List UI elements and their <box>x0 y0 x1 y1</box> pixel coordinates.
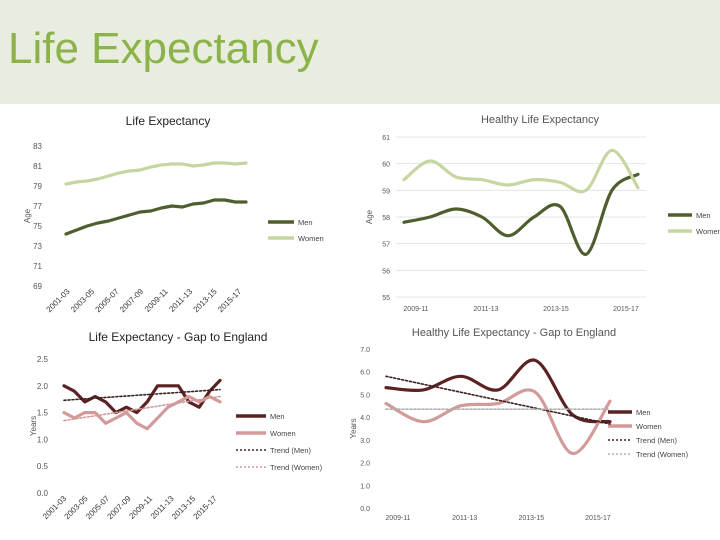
chart-1: Life Expectancy Age 83 81 79 77 75 73 71 692001-0… <box>23 114 324 314</box>
y-tick-label: 5.0 <box>360 392 370 399</box>
x-tick-label: 2013-15 <box>543 306 569 313</box>
chart-title: Healthy Life Expectancy - Gap to England <box>412 327 616 339</box>
y-tick-label: 57 <box>382 242 390 249</box>
x-tick-label: 2011-13 <box>167 287 194 314</box>
y-tick-label: 81 <box>33 162 42 171</box>
y-axis-label: Years <box>349 418 358 438</box>
y-tick-label: 71 <box>33 262 42 271</box>
y-tick-label: 0.0 <box>360 506 370 513</box>
y-tick-label: 1.5 <box>37 409 49 418</box>
chart-title: Life Expectancy - Gap to England <box>89 330 268 344</box>
series-line-2 <box>402 148 640 194</box>
series-line-1 <box>384 358 612 424</box>
y-tick-label: 60 <box>382 162 390 169</box>
x-tick-label: 2009-11 <box>385 515 410 522</box>
x-tick-label: 2009-11 <box>143 287 170 314</box>
y-tick-label: 83 <box>33 142 42 151</box>
y-tick-label: 79 <box>33 182 42 191</box>
x-tick-label: 2009-11 <box>403 306 428 313</box>
y-axis-label: Age <box>365 209 374 224</box>
x-tick-label: 2015-17 <box>216 287 244 315</box>
y-tick-label: 77 <box>33 202 42 211</box>
series-line-1 <box>64 198 248 236</box>
x-tick-label: 2013-15 <box>518 515 544 522</box>
y-tick-label: 1.0 <box>360 483 370 490</box>
x-tick-label: 2013-15 <box>192 287 220 315</box>
legend-label: Trend (Men) <box>636 436 677 445</box>
y-tick-label: 75 <box>33 222 42 231</box>
y-tick-label: 0.5 <box>37 462 49 471</box>
y-tick-label: 2.0 <box>360 461 370 468</box>
chart-title: Life Expectancy <box>126 114 211 128</box>
x-tick-label: 2015-17 <box>192 494 220 522</box>
legend-label: Women <box>696 227 720 236</box>
chart-title: Healthy Life Expectancy <box>481 114 600 126</box>
y-tick-label: 4.0 <box>360 415 370 422</box>
y-tick-label: 3.0 <box>360 438 370 445</box>
y-tick-label: 58 <box>382 215 390 222</box>
y-axis-label: Years <box>29 416 38 436</box>
y-tick-label: 1.0 <box>37 435 49 444</box>
y-tick-label: 73 <box>33 242 42 251</box>
legend-label: Women <box>298 234 324 243</box>
series-line-2 <box>384 388 612 456</box>
y-tick-label: 2.5 <box>37 355 49 364</box>
y-tick-label: 2.0 <box>37 382 49 391</box>
legend-label: Trend (Men) <box>270 446 311 455</box>
y-tick-label: 7.0 <box>360 347 370 354</box>
y-tick-label: 59 <box>382 188 390 195</box>
x-tick-label: 2005-07 <box>94 287 122 315</box>
y-tick-label: 6.0 <box>360 370 370 377</box>
legend-label: Trend (Women) <box>270 463 323 472</box>
y-axis-label: Age <box>23 208 32 223</box>
y-tick-label: 0.0 <box>37 489 49 498</box>
chart-3: Life Expectancy - Gap to England Years 2.5… <box>29 330 323 521</box>
x-tick-label: 2011-13 <box>473 306 498 313</box>
series-line-2 <box>62 394 222 431</box>
x-tick-label: 2007-09 <box>118 287 146 315</box>
x-tick-label: 2015-17 <box>585 515 611 522</box>
chart-4: Healthy Life Expectancy - Gap to England… <box>349 327 689 522</box>
series-line-3 <box>63 388 221 402</box>
chart-2: Healthy Life Expectancy Age 61 60 59 58 57 56 55… <box>365 114 720 313</box>
legend-label: Women <box>636 422 662 431</box>
title-banner: Life Expectancy <box>0 0 720 104</box>
series-line-1 <box>62 378 222 415</box>
series-line-2 <box>64 161 248 186</box>
legend-label: Men <box>636 408 651 417</box>
legend-label: Men <box>270 412 285 421</box>
x-tick-label: 2015-17 <box>613 306 639 313</box>
y-tick-label: 56 <box>382 268 390 275</box>
x-tick-label: 2011-13 <box>452 515 477 522</box>
legend-label: Trend (Women) <box>636 450 689 459</box>
y-tick-label: 55 <box>382 295 390 302</box>
page-title: Life Expectancy <box>8 24 319 73</box>
legend-label: Men <box>696 211 711 220</box>
series-line-1 <box>402 172 640 256</box>
series-line-4 <box>63 395 221 422</box>
x-tick-label: 2001-03 <box>45 287 73 315</box>
y-tick-label: 61 <box>382 135 390 142</box>
legend-label: Men <box>298 218 313 227</box>
y-tick-label: 69 <box>33 282 42 291</box>
x-tick-label: 2003-05 <box>69 287 97 315</box>
series-line-3 <box>385 375 611 425</box>
legend-label: Women <box>270 429 296 438</box>
